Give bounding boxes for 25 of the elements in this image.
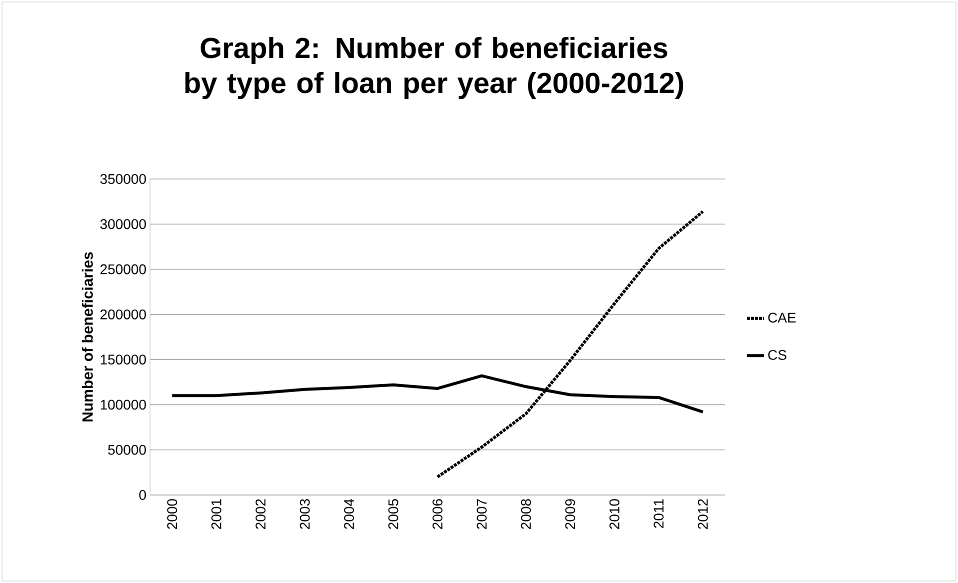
y-axis-title: Number of beneficiaries <box>82 252 93 422</box>
y-tick-label: 300000 <box>100 219 146 230</box>
x-tick-label: 2004 <box>344 498 354 529</box>
x-tick-label: 2007 <box>476 499 487 529</box>
y-tick-label: 150000 <box>100 354 146 365</box>
x-tick-label: 2012 <box>698 499 708 529</box>
y-tick-label: 200000 <box>100 309 146 320</box>
x-tick-label: 2003 <box>300 499 310 529</box>
x-tick-label: 2001 <box>211 499 222 529</box>
x-tick-label: 2000 <box>167 499 178 529</box>
x-tick-label: 2005 <box>388 499 398 529</box>
x-tick-label: 2011 <box>654 499 664 528</box>
y-tick-label: 50000 <box>108 444 146 455</box>
legend-label: CAE <box>768 312 796 323</box>
y-tick-label: 0 <box>139 490 146 500</box>
chart-title: Graph 2: Number of beneficiaries by type of loan per year (2000-2012) <box>185 36 684 100</box>
x-tick-label: 2010 <box>609 499 620 529</box>
x-tick-label: 2002 <box>256 499 266 529</box>
y-tick-label: 100000 <box>100 400 146 410</box>
x-tick-label: 2008 <box>521 499 531 529</box>
y-tick-label: 350000 <box>100 174 146 184</box>
x-tick-label: 2006 <box>432 499 442 529</box>
x-tick-label: 2009 <box>565 499 576 529</box>
y-tick-label: 250000 <box>100 264 146 274</box>
legend-label: CS <box>768 350 786 360</box>
